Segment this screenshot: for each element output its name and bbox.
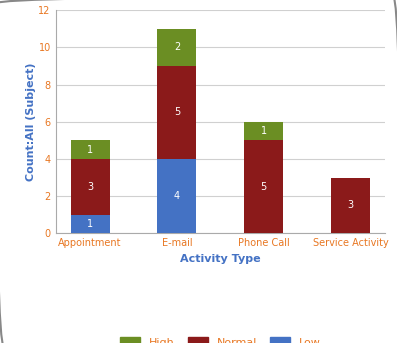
- Text: 1: 1: [261, 126, 267, 136]
- Bar: [71, 159, 110, 215]
- Text: 1: 1: [87, 145, 93, 155]
- Text: 4: 4: [174, 191, 180, 201]
- Text: 1: 1: [87, 219, 93, 229]
- Text: 2: 2: [174, 43, 180, 52]
- Text: 3: 3: [87, 182, 93, 192]
- Bar: [157, 66, 197, 159]
- Bar: [71, 140, 110, 159]
- X-axis label: Activity Type: Activity Type: [180, 254, 261, 264]
- Legend: High, Normal, Low: High, Normal, Low: [115, 332, 326, 343]
- Y-axis label: Count:All (Subject): Count:All (Subject): [25, 62, 36, 181]
- Bar: [244, 140, 283, 233]
- Bar: [331, 178, 370, 233]
- Bar: [157, 29, 197, 66]
- Text: 3: 3: [347, 200, 354, 210]
- Bar: [244, 122, 283, 140]
- Bar: [157, 159, 197, 233]
- Text: 5: 5: [174, 107, 180, 117]
- Text: 5: 5: [260, 182, 267, 192]
- Bar: [71, 215, 110, 233]
